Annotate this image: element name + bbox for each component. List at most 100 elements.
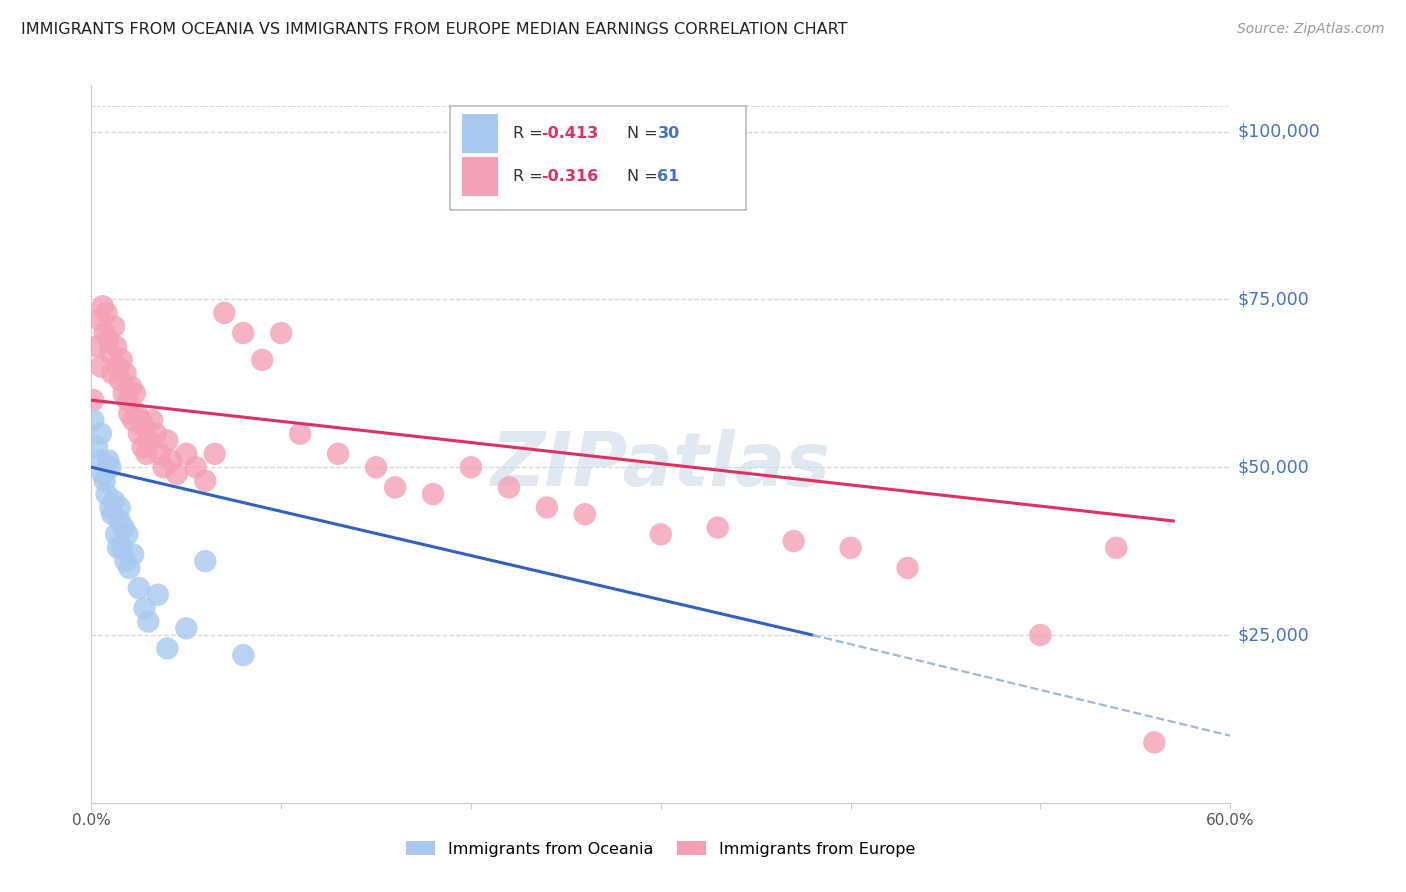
Bar xyxy=(461,157,498,196)
Point xyxy=(574,507,596,521)
Point xyxy=(108,514,131,528)
Point xyxy=(96,487,118,501)
Point xyxy=(112,521,135,535)
Point xyxy=(160,453,183,467)
Point xyxy=(422,487,444,501)
Point xyxy=(250,352,273,367)
Point xyxy=(105,339,128,353)
Point xyxy=(146,588,169,602)
Point xyxy=(131,440,153,454)
Point xyxy=(270,326,292,340)
Point xyxy=(98,346,121,360)
Point xyxy=(101,507,124,521)
Point xyxy=(93,474,115,488)
Point xyxy=(194,554,217,568)
Point xyxy=(98,460,121,475)
Legend: Immigrants from Oceania, Immigrants from Europe: Immigrants from Oceania, Immigrants from… xyxy=(401,835,921,863)
Text: Source: ZipAtlas.com: Source: ZipAtlas.com xyxy=(1237,22,1385,37)
Point xyxy=(93,326,115,340)
Point xyxy=(122,413,145,427)
Point xyxy=(90,359,112,374)
Point xyxy=(174,447,197,461)
Point xyxy=(156,641,179,656)
Point xyxy=(156,434,179,448)
Point xyxy=(138,615,160,629)
Point xyxy=(118,407,141,421)
Point xyxy=(1143,735,1166,749)
Point xyxy=(111,541,134,555)
Point xyxy=(364,460,387,475)
Point xyxy=(138,434,160,448)
Point xyxy=(118,561,141,575)
Point xyxy=(98,500,121,515)
Point xyxy=(326,447,349,461)
Text: N =: N = xyxy=(627,126,662,141)
Point xyxy=(194,474,217,488)
Point xyxy=(97,453,120,467)
Point xyxy=(536,500,558,515)
Text: IMMIGRANTS FROM OCEANIA VS IMMIGRANTS FROM EUROPE MEDIAN EARNINGS CORRELATION CH: IMMIGRANTS FROM OCEANIA VS IMMIGRANTS FR… xyxy=(21,22,848,37)
Point xyxy=(707,521,730,535)
Text: $50,000: $50,000 xyxy=(1237,458,1309,476)
Text: N =: N = xyxy=(627,169,662,184)
Text: ZIPatlas: ZIPatlas xyxy=(491,429,831,502)
Point xyxy=(111,352,134,367)
Point xyxy=(103,493,125,508)
Point xyxy=(384,480,406,494)
Point xyxy=(839,541,862,555)
Point xyxy=(108,500,131,515)
Point xyxy=(108,373,131,387)
FancyBboxPatch shape xyxy=(450,106,747,211)
Point xyxy=(290,426,312,441)
Point xyxy=(82,393,104,408)
Point xyxy=(141,413,163,427)
Point xyxy=(114,367,136,381)
Point xyxy=(117,527,139,541)
Point xyxy=(82,413,104,427)
Point xyxy=(112,386,135,401)
Point xyxy=(86,440,108,454)
Text: 61: 61 xyxy=(658,169,679,184)
Point xyxy=(122,548,145,562)
Text: $100,000: $100,000 xyxy=(1237,123,1320,141)
Point xyxy=(117,393,139,408)
Point xyxy=(135,447,157,461)
Text: -0.316: -0.316 xyxy=(541,169,599,184)
Point xyxy=(96,306,118,320)
Point xyxy=(90,426,112,441)
Point xyxy=(145,426,167,441)
Point xyxy=(128,581,150,595)
Point xyxy=(128,426,150,441)
Point xyxy=(129,413,152,427)
Point xyxy=(134,420,156,434)
Point xyxy=(1029,628,1052,642)
Point xyxy=(184,460,207,475)
Point xyxy=(1105,541,1128,555)
Bar xyxy=(461,114,498,153)
Point xyxy=(101,367,124,381)
Point xyxy=(107,541,129,555)
Point xyxy=(232,326,254,340)
Point xyxy=(650,527,672,541)
Point xyxy=(105,527,128,541)
Point xyxy=(86,339,108,353)
Point xyxy=(124,386,146,401)
Point xyxy=(91,299,114,313)
Point xyxy=(214,306,236,320)
Text: -0.413: -0.413 xyxy=(541,126,599,141)
Point xyxy=(460,460,482,475)
Point xyxy=(125,407,148,421)
Point xyxy=(166,467,188,481)
Point xyxy=(103,319,125,334)
Point xyxy=(114,554,136,568)
Point xyxy=(90,453,112,467)
Text: 30: 30 xyxy=(658,126,679,141)
Point xyxy=(498,480,520,494)
Text: $25,000: $25,000 xyxy=(1237,626,1309,644)
Point xyxy=(152,460,174,475)
Point xyxy=(97,333,120,347)
Point xyxy=(782,534,804,549)
Point xyxy=(107,359,129,374)
Text: $75,000: $75,000 xyxy=(1237,291,1309,309)
Point xyxy=(87,312,110,326)
